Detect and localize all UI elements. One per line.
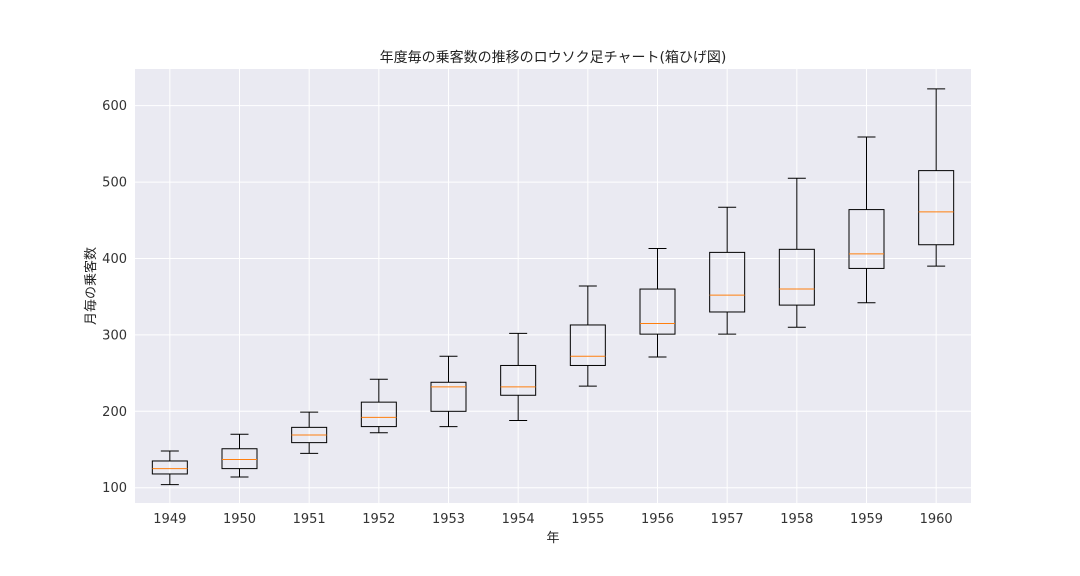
y-tick-label: 300 xyxy=(102,328,127,343)
box-1951 xyxy=(291,411,328,454)
x-tick-label: 1953 xyxy=(432,512,465,527)
box-1953 xyxy=(430,355,467,428)
y-tick-label: 400 xyxy=(102,252,127,267)
y-tick-label: 600 xyxy=(102,99,127,114)
plot-background xyxy=(135,69,971,503)
box-1957 xyxy=(709,206,746,335)
y-axis-label: 月毎の乗客数 xyxy=(83,247,99,325)
iqr-box xyxy=(569,324,606,366)
x-tick-label: 1950 xyxy=(223,512,256,527)
iqr-box xyxy=(848,209,885,269)
box-1958 xyxy=(778,177,815,328)
x-tick-label: 1952 xyxy=(362,512,395,527)
iqr-box xyxy=(151,460,188,475)
tick-labels: 100 200 300 400 500 600 1949 1950 1951 1952 1953 19… xyxy=(102,99,953,527)
box-1959 xyxy=(848,136,885,304)
chart-title: 年度毎の乗客数の推移のロウソク足チャート(箱ひげ図) xyxy=(380,49,727,66)
box-1960 xyxy=(918,88,955,267)
box-1955 xyxy=(569,285,606,387)
x-tick-label: 1958 xyxy=(780,512,813,527)
box-1956 xyxy=(639,248,676,358)
x-tick-label: 1960 xyxy=(920,512,953,527)
iqr-box xyxy=(709,251,746,313)
box-1952 xyxy=(360,378,397,434)
iqr-box xyxy=(778,248,815,306)
y-tick-label: 200 xyxy=(102,405,127,420)
iqr-box xyxy=(430,381,467,412)
y-tick-label: 100 xyxy=(102,481,127,496)
x-tick-label: 1955 xyxy=(571,512,604,527)
iqr-box xyxy=(360,401,397,428)
iqr-box xyxy=(918,170,955,246)
iqr-box xyxy=(500,364,537,396)
x-tick-label: 1959 xyxy=(850,512,883,527)
iqr-box xyxy=(639,288,676,335)
x-tick-label: 1949 xyxy=(153,512,186,527)
box-1949 xyxy=(151,450,188,486)
box-1950 xyxy=(221,433,258,478)
x-tick-label: 1957 xyxy=(711,512,744,527)
box-1954 xyxy=(500,332,537,421)
y-tick-label: 500 xyxy=(102,176,127,191)
x-tick-label: 1954 xyxy=(502,512,535,527)
x-tick-label: 1951 xyxy=(293,512,326,527)
x-axis-label: 年 xyxy=(546,531,559,546)
boxes-layer xyxy=(151,88,955,486)
x-tick-label: 1956 xyxy=(641,512,674,527)
iqr-box xyxy=(221,448,258,470)
